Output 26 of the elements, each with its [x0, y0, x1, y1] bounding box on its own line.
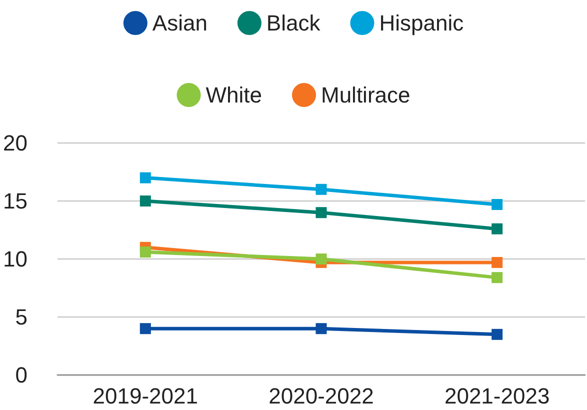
- point: [316, 184, 327, 195]
- legend-label: White: [206, 82, 262, 108]
- legend-label: Multirace: [320, 82, 410, 108]
- y-tick-label: 20: [2, 130, 28, 156]
- x-tick-label: 2021-2023: [444, 384, 550, 408]
- y-tick-label: 5: [15, 304, 28, 330]
- legend-label: Black: [266, 10, 322, 36]
- y-tick-label: 0: [15, 362, 28, 388]
- x-tick-label: 2020-2022: [268, 384, 374, 408]
- point: [140, 196, 151, 206]
- y-tick-label: 10: [2, 246, 28, 272]
- x-tick-label: 2019-2021: [92, 384, 198, 408]
- y-tick-label: 15: [2, 188, 28, 214]
- point: [140, 172, 151, 184]
- legend-label: Asian: [152, 10, 208, 36]
- point: [492, 272, 503, 284]
- point: [316, 207, 327, 218]
- point: [140, 246, 151, 258]
- legend-label: Hispanic: [379, 10, 464, 36]
- point: [492, 223, 503, 234]
- point: [316, 323, 327, 334]
- point: [316, 254, 327, 264]
- point: [492, 328, 503, 340]
- point: [492, 198, 503, 210]
- point: [492, 256, 503, 268]
- point: [140, 323, 151, 334]
